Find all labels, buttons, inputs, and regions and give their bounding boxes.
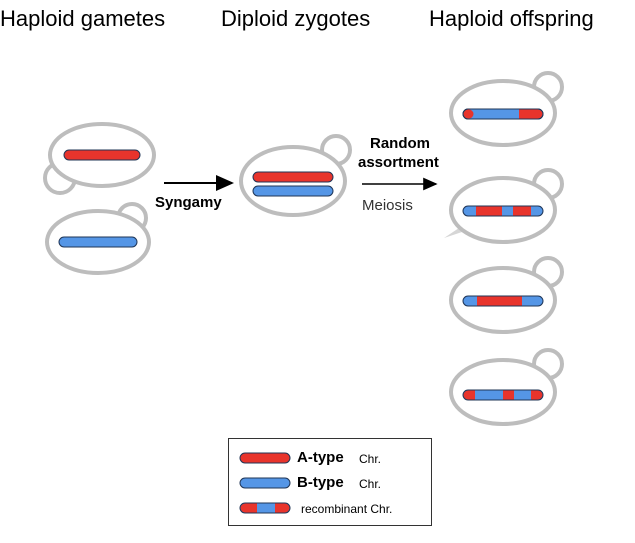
legend: A-type Chr. B-type Chr. recombinant Chr.	[228, 438, 432, 526]
heading-haploid-gametes: Haploid gametes	[0, 6, 166, 31]
offspring-cell-3	[449, 256, 564, 334]
legend-row-recombinant: recombinant Chr.	[229, 497, 431, 517]
assortment-label: assortment	[358, 154, 439, 171]
recombinant-chromosome	[462, 389, 544, 401]
legend-b-type-chr: Chr.	[359, 477, 382, 491]
heading-diploid-zygotes: Diploid zygotes	[221, 6, 371, 31]
syngamy-label: Syngamy	[155, 194, 222, 211]
a-type-chromosome	[252, 171, 334, 183]
recombinant-chromosome	[462, 108, 544, 120]
gamete-cell-a	[43, 122, 156, 195]
recombinant-swatch	[239, 502, 291, 514]
b-type-chromosome	[58, 236, 138, 248]
offspring-cell-1	[449, 71, 564, 147]
a-type-swatch	[239, 452, 291, 464]
random-label: Random	[370, 135, 430, 152]
legend-row-b-type: B-type Chr.	[229, 472, 431, 492]
shadow-wedge	[444, 226, 462, 238]
offspring-cell-4	[449, 348, 564, 426]
offspring-cell-2	[449, 168, 564, 244]
recombinant-chromosome	[462, 205, 544, 217]
zygote-cell	[239, 134, 352, 217]
legend-a-type-label: A-type	[297, 449, 344, 466]
recombinant-chromosome	[462, 295, 544, 307]
meiosis-label: Meiosis	[362, 197, 413, 214]
legend-row-a-type: A-type Chr.	[229, 447, 431, 467]
legend-b-type-label: B-type	[297, 474, 344, 491]
heading-haploid-offspring: Haploid offspring	[429, 6, 594, 31]
legend-a-type-chr: Chr.	[359, 452, 382, 466]
legend-recombinant-label: recombinant Chr.	[301, 502, 393, 516]
b-type-swatch	[239, 477, 291, 489]
b-type-chromosome	[252, 185, 334, 197]
gamete-cell-b	[45, 202, 151, 275]
a-type-chromosome	[63, 149, 141, 161]
